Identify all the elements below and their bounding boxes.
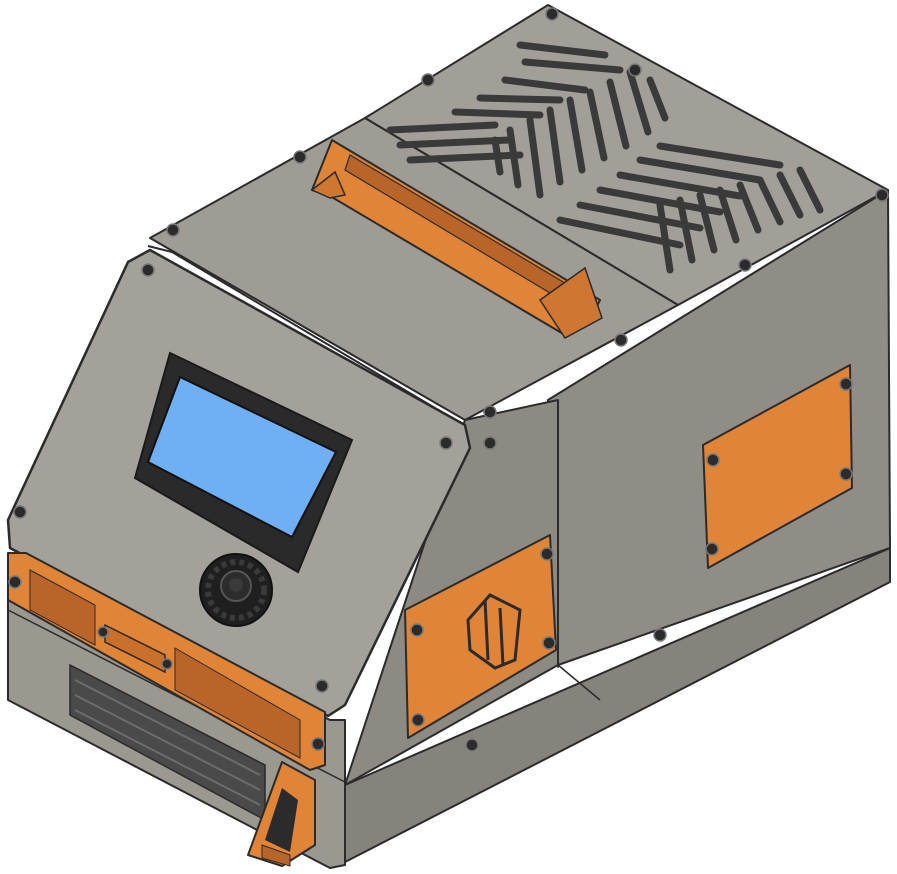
- display-screen: [146, 375, 338, 539]
- top-front-ridge: [147, 245, 463, 425]
- power-switch: [247, 761, 316, 867]
- display: [133, 351, 354, 574]
- handle-front-leg: [538, 266, 603, 339]
- logo-mark: [466, 593, 522, 670]
- mesh-pattern: [74, 679, 261, 806]
- top-vent-slots: [386, 41, 824, 274]
- screws: [8, 7, 889, 752]
- side-access-panel: [702, 364, 853, 569]
- carry-handle: [310, 139, 603, 339]
- rotary-knob: [199, 553, 273, 627]
- side-logo-panel: [404, 534, 557, 739]
- handle-rear-leg: [310, 170, 347, 199]
- base-seam: [557, 664, 601, 701]
